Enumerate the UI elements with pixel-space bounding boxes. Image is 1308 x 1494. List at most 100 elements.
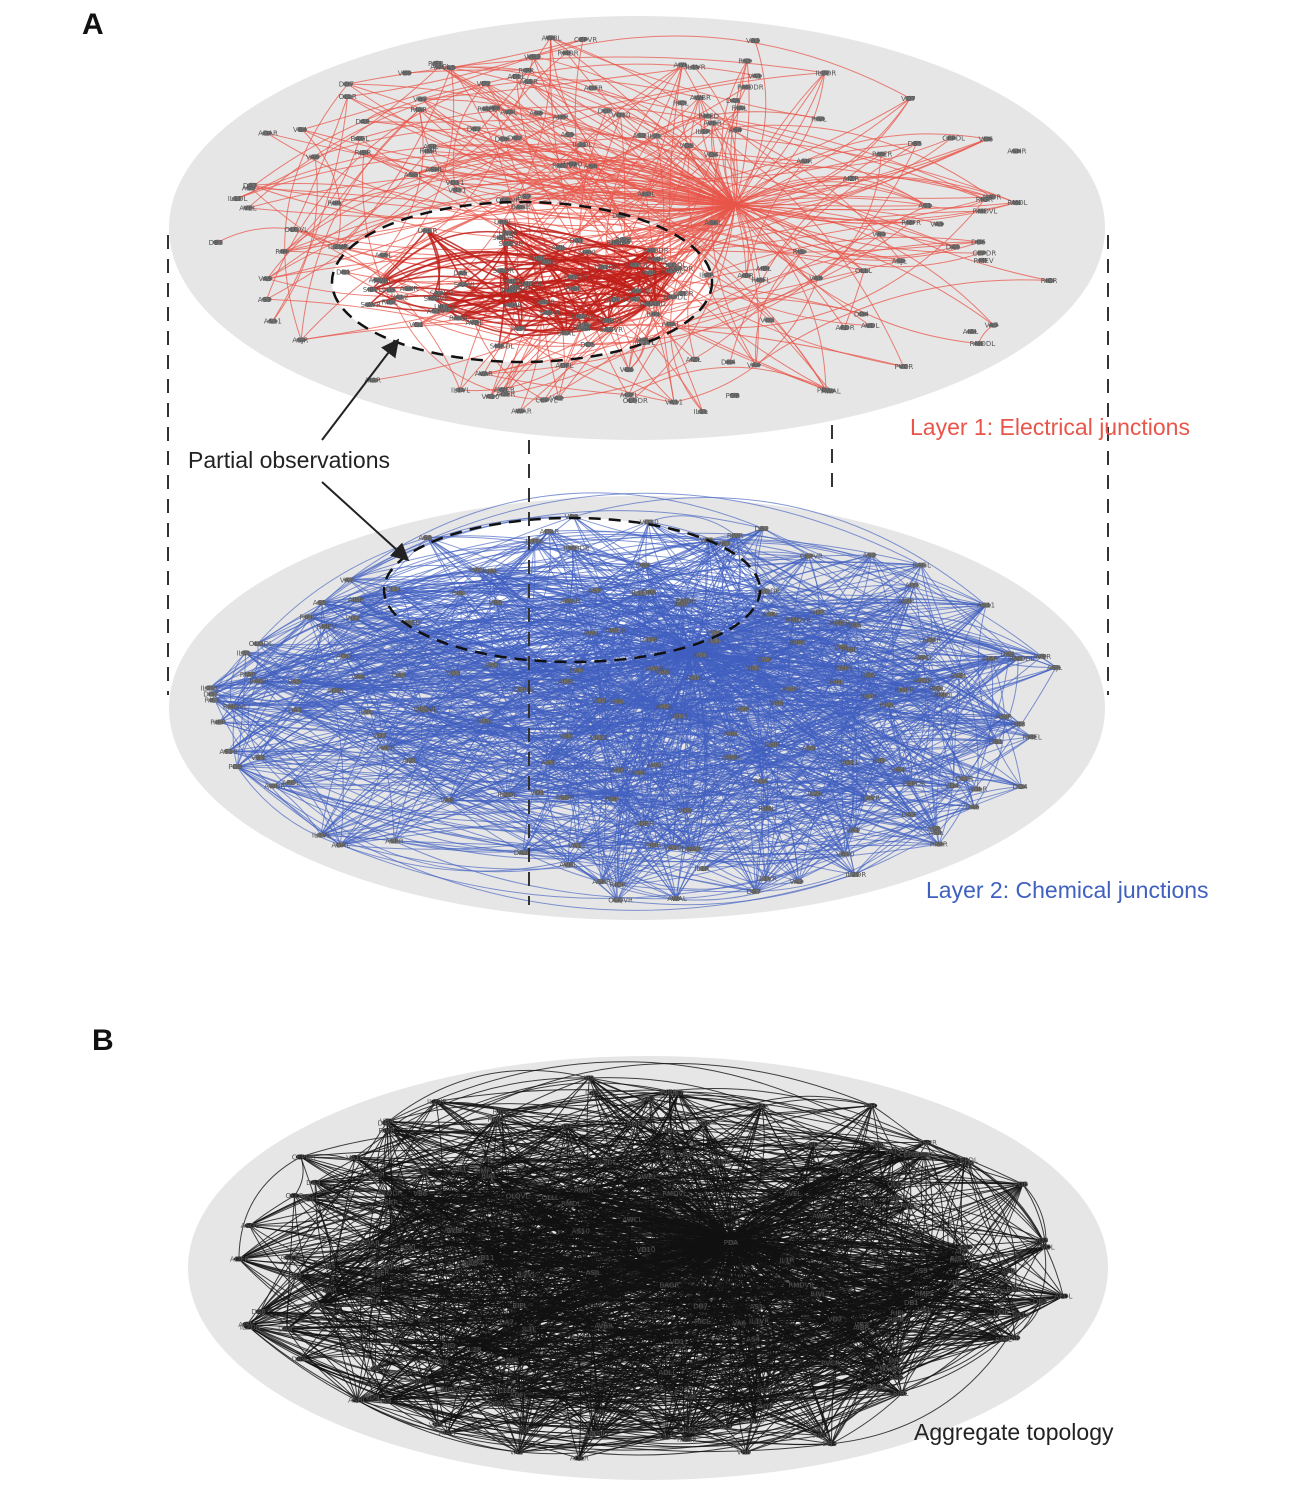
network-edge xyxy=(393,1271,820,1341)
network-edge xyxy=(477,569,641,773)
network-edge xyxy=(735,535,882,761)
network-edge xyxy=(459,364,565,392)
network-node xyxy=(284,1254,295,1260)
network-node xyxy=(226,704,237,710)
network-edge xyxy=(484,1257,756,1344)
node-label: RMDVR xyxy=(788,1282,814,1290)
node-label: VD9 xyxy=(679,142,694,150)
network-edge xyxy=(755,785,955,892)
node-label: VD4 xyxy=(704,151,719,159)
node-label: VA3 xyxy=(718,1423,732,1431)
network-edge xyxy=(454,631,702,674)
network-node xyxy=(378,252,389,258)
network-edge xyxy=(729,1239,1022,1316)
network-edge xyxy=(373,1395,526,1431)
network-node xyxy=(369,1394,379,1400)
network-node xyxy=(456,1166,467,1172)
network-node xyxy=(567,161,578,167)
node-label: RIVR xyxy=(615,236,632,244)
network-edge xyxy=(729,1158,969,1241)
network-edge xyxy=(497,528,764,603)
node-label: RIBR xyxy=(355,149,372,157)
network-edge xyxy=(582,1181,822,1217)
network-edge xyxy=(755,625,859,892)
network-edge xyxy=(506,689,523,795)
node-label: URYVL xyxy=(661,267,684,275)
network-node xyxy=(517,686,527,692)
node-label: RMDR xyxy=(366,1365,387,1373)
node-label: AS6 xyxy=(1006,1334,1020,1342)
network-edge xyxy=(757,1295,1064,1322)
node-label: VD1 xyxy=(409,321,424,329)
node-label: RMDL xyxy=(1007,199,1027,207)
network-node xyxy=(850,827,860,833)
node-label: RMDL xyxy=(561,1200,581,1208)
network-node xyxy=(303,614,314,620)
node-label: VB10 xyxy=(746,1418,765,1426)
network-edge xyxy=(314,1181,731,1243)
network-node xyxy=(492,600,503,605)
network-node xyxy=(751,362,761,368)
network-node xyxy=(693,95,704,101)
node-label: AVDR xyxy=(913,677,933,685)
network-node xyxy=(598,264,609,270)
network-edge xyxy=(711,123,736,206)
network-node xyxy=(262,276,273,282)
network-edge xyxy=(648,521,991,660)
node-label: AVHR xyxy=(503,302,522,310)
network-edge xyxy=(765,645,844,660)
node-label: IL2VL xyxy=(636,339,655,347)
node-label: PDA xyxy=(724,1239,738,1247)
network-edge xyxy=(689,646,923,681)
node-label: VB8 xyxy=(737,1449,751,1457)
network-edge xyxy=(690,848,846,856)
network-edge xyxy=(301,97,911,197)
network-edge xyxy=(690,759,882,850)
network-edge xyxy=(696,785,954,851)
network-node xyxy=(918,1267,928,1273)
node-label: DB1 xyxy=(989,738,1004,746)
network-node xyxy=(866,552,877,558)
network-node xyxy=(922,203,933,208)
node-label: RID xyxy=(443,1342,455,1350)
network-node xyxy=(573,667,584,673)
network-edge xyxy=(248,583,685,675)
network-edge xyxy=(436,62,736,206)
network-edge xyxy=(618,590,765,771)
network-edge xyxy=(272,531,549,787)
network-edge xyxy=(336,198,985,259)
network-edge xyxy=(938,694,955,845)
network-edge xyxy=(538,243,652,259)
network-edge xyxy=(301,129,736,206)
network-node xyxy=(559,362,570,368)
network-edge xyxy=(765,829,856,880)
node-label: CEPDR xyxy=(292,1153,316,1161)
node-label: AIYR xyxy=(553,114,569,122)
network-edge xyxy=(340,667,755,846)
network-node xyxy=(331,200,342,206)
network-node xyxy=(981,602,991,608)
network-edge xyxy=(344,655,401,676)
network-edge xyxy=(689,649,768,810)
network-edge xyxy=(414,1168,462,1425)
node-label: RIS xyxy=(793,248,805,256)
network-node xyxy=(839,325,850,331)
network-edge xyxy=(367,711,733,751)
network-node xyxy=(490,105,501,111)
network-edge xyxy=(729,1183,1023,1241)
network-node xyxy=(648,666,659,671)
node-label: DB3 xyxy=(1011,720,1026,728)
network-node xyxy=(246,182,257,188)
node-label: DB7 xyxy=(747,888,762,896)
network-node xyxy=(785,686,796,692)
node-label: AVBR xyxy=(594,1323,613,1331)
node-label: SABVR xyxy=(599,326,623,334)
node-label: VD11 xyxy=(670,1338,689,1346)
node-label: RIFR xyxy=(210,719,226,727)
network-edge xyxy=(427,535,573,549)
node-label: AVER xyxy=(900,1202,919,1210)
network-edge xyxy=(296,1192,423,1276)
network-edge xyxy=(330,1202,571,1269)
network-node xyxy=(999,714,1010,720)
node-label: DD7 xyxy=(339,81,354,89)
